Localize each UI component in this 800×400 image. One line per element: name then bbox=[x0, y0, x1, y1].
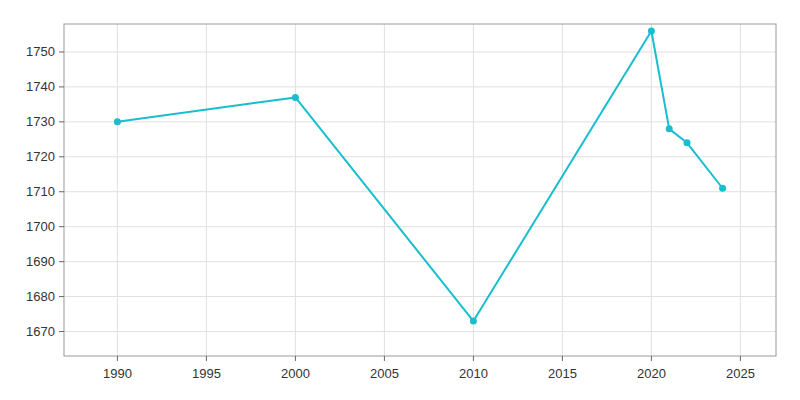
y-tick-label: 1710 bbox=[26, 184, 55, 199]
y-tick bbox=[59, 296, 64, 297]
plot-frame bbox=[64, 24, 776, 356]
x-tick bbox=[206, 356, 207, 361]
x-tick bbox=[384, 356, 385, 361]
axes: 1990 1995 2000 2005 2010 2015 2020 2025 1670 1680… bbox=[26, 24, 776, 381]
point-marker bbox=[292, 94, 299, 101]
line bbox=[117, 31, 722, 321]
y-tick bbox=[59, 261, 64, 262]
x-grid-line bbox=[651, 24, 652, 356]
y-grid-line bbox=[64, 51, 776, 52]
y-grid-line bbox=[64, 261, 776, 262]
point-marker bbox=[470, 318, 477, 325]
y-tick bbox=[59, 86, 64, 87]
x-tick-label: 2020 bbox=[637, 366, 666, 381]
y-grid-line bbox=[64, 121, 776, 122]
x-tick-label: 1990 bbox=[103, 366, 132, 381]
x-tick bbox=[651, 356, 652, 361]
x-tick-label: 2025 bbox=[726, 366, 755, 381]
x-grid-line bbox=[206, 24, 207, 356]
x-grid-line bbox=[117, 24, 118, 356]
y-tick bbox=[59, 331, 64, 332]
y-grid-line bbox=[64, 191, 776, 192]
x-grid-line bbox=[295, 24, 296, 356]
x-tick bbox=[562, 356, 563, 361]
point-marker bbox=[114, 118, 121, 125]
y-grid-line bbox=[64, 156, 776, 157]
y-tick-label: 1680 bbox=[26, 289, 55, 304]
point-marker bbox=[719, 185, 726, 192]
grid bbox=[64, 24, 776, 356]
y-tick-label: 1690 bbox=[26, 254, 55, 269]
y-tick bbox=[59, 121, 64, 122]
y-tick-label: 1670 bbox=[26, 324, 55, 339]
y-tick bbox=[59, 226, 64, 227]
y-tick bbox=[59, 51, 64, 52]
x-grid-line bbox=[384, 24, 385, 356]
x-tick-label: 2015 bbox=[548, 366, 577, 381]
y-tick-label: 1740 bbox=[26, 79, 55, 94]
y-tick bbox=[59, 156, 64, 157]
data-layer bbox=[114, 27, 726, 324]
y-tick-label: 1750 bbox=[26, 44, 55, 59]
x-tick bbox=[295, 356, 296, 361]
point-marker bbox=[684, 139, 691, 146]
x-tick bbox=[740, 356, 741, 361]
x-grid-line bbox=[740, 24, 741, 356]
y-tick-label: 1720 bbox=[26, 149, 55, 164]
x-tick-label: 2010 bbox=[459, 366, 488, 381]
y-grid-line bbox=[64, 296, 776, 297]
chart-svg: 1990 1995 2000 2005 2010 2015 2020 2025 1670 1680… bbox=[0, 0, 800, 400]
x-tick-label: 2000 bbox=[281, 366, 310, 381]
y-tick bbox=[59, 191, 64, 192]
y-tick-label: 1700 bbox=[26, 219, 55, 234]
y-tick-label: 1730 bbox=[26, 114, 55, 129]
point-marker bbox=[648, 27, 655, 34]
x-tick bbox=[473, 356, 474, 361]
point-marker bbox=[666, 125, 673, 132]
x-tick-label: 1995 bbox=[192, 366, 221, 381]
y-grid-line bbox=[64, 226, 776, 227]
x-tick bbox=[117, 356, 118, 361]
x-grid-line bbox=[473, 24, 474, 356]
chart-container: 1990 1995 2000 2005 2010 2015 2020 2025 1670 1680… bbox=[0, 0, 800, 400]
y-grid-line bbox=[64, 86, 776, 87]
y-grid-line bbox=[64, 331, 776, 332]
x-tick-label: 2005 bbox=[370, 366, 399, 381]
x-grid-line bbox=[562, 24, 563, 356]
